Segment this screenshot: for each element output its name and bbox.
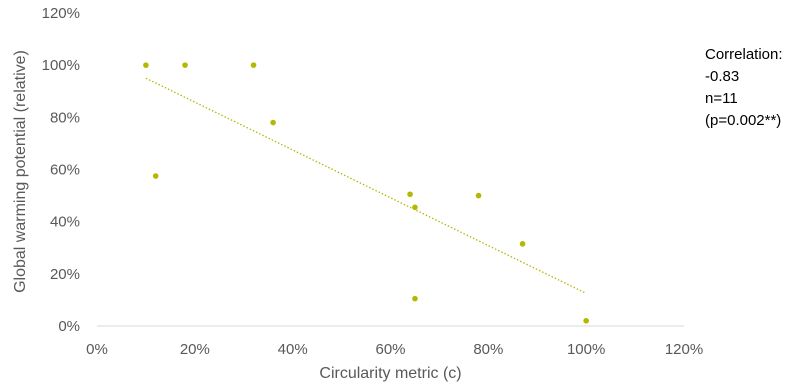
- x-tick-label: 120%: [665, 341, 703, 358]
- x-tick-label: 0%: [86, 341, 108, 358]
- data-point: [270, 119, 276, 126]
- x-tick-label: 80%: [473, 341, 503, 358]
- annotation-line: -0.83: [705, 68, 740, 85]
- data-points: [143, 62, 589, 324]
- x-axis-title: Circularity metric (c): [319, 365, 461, 382]
- y-tick-label: 80%: [50, 109, 80, 126]
- data-point: [152, 173, 159, 179]
- data-point: [143, 62, 149, 68]
- data-point: [182, 62, 188, 68]
- x-tick-label: 60%: [375, 341, 405, 358]
- data-point: [407, 191, 413, 198]
- y-tick-label: 120%: [42, 5, 80, 22]
- x-tick-labels: 0% 20% 40% 60% 80% 100% 120%: [86, 341, 703, 358]
- data-point: [475, 192, 482, 199]
- trendline: [145, 77, 587, 294]
- data-point: [412, 204, 418, 211]
- x-tick-label: 40%: [278, 341, 308, 358]
- annotation-line: n=11: [705, 90, 738, 107]
- correlation-annotation: Correlation: -0.83 n=11 (p=0.002**): [705, 44, 783, 132]
- x-tick-label: 20%: [180, 341, 210, 358]
- y-axis-title: Global warming potential (relative): [12, 50, 29, 293]
- data-point: [412, 295, 418, 302]
- y-tick-labels: 0% 20% 40% 60% 80% 100% 120%: [42, 5, 80, 335]
- y-tick-label: 0%: [58, 318, 80, 335]
- annotation-line: (p=0.002**): [705, 112, 782, 129]
- y-tick-label: 20%: [50, 266, 80, 283]
- y-tick-label: 40%: [50, 214, 80, 231]
- y-tick-label: 60%: [50, 162, 80, 179]
- data-point: [250, 62, 257, 68]
- x-tick-label: 100%: [567, 341, 605, 358]
- annotation-line: Correlation:: [705, 46, 783, 63]
- trendline-group: [145, 77, 587, 294]
- data-point: [583, 317, 589, 324]
- y-tick-label: 100%: [42, 57, 80, 74]
- data-point: [519, 241, 526, 247]
